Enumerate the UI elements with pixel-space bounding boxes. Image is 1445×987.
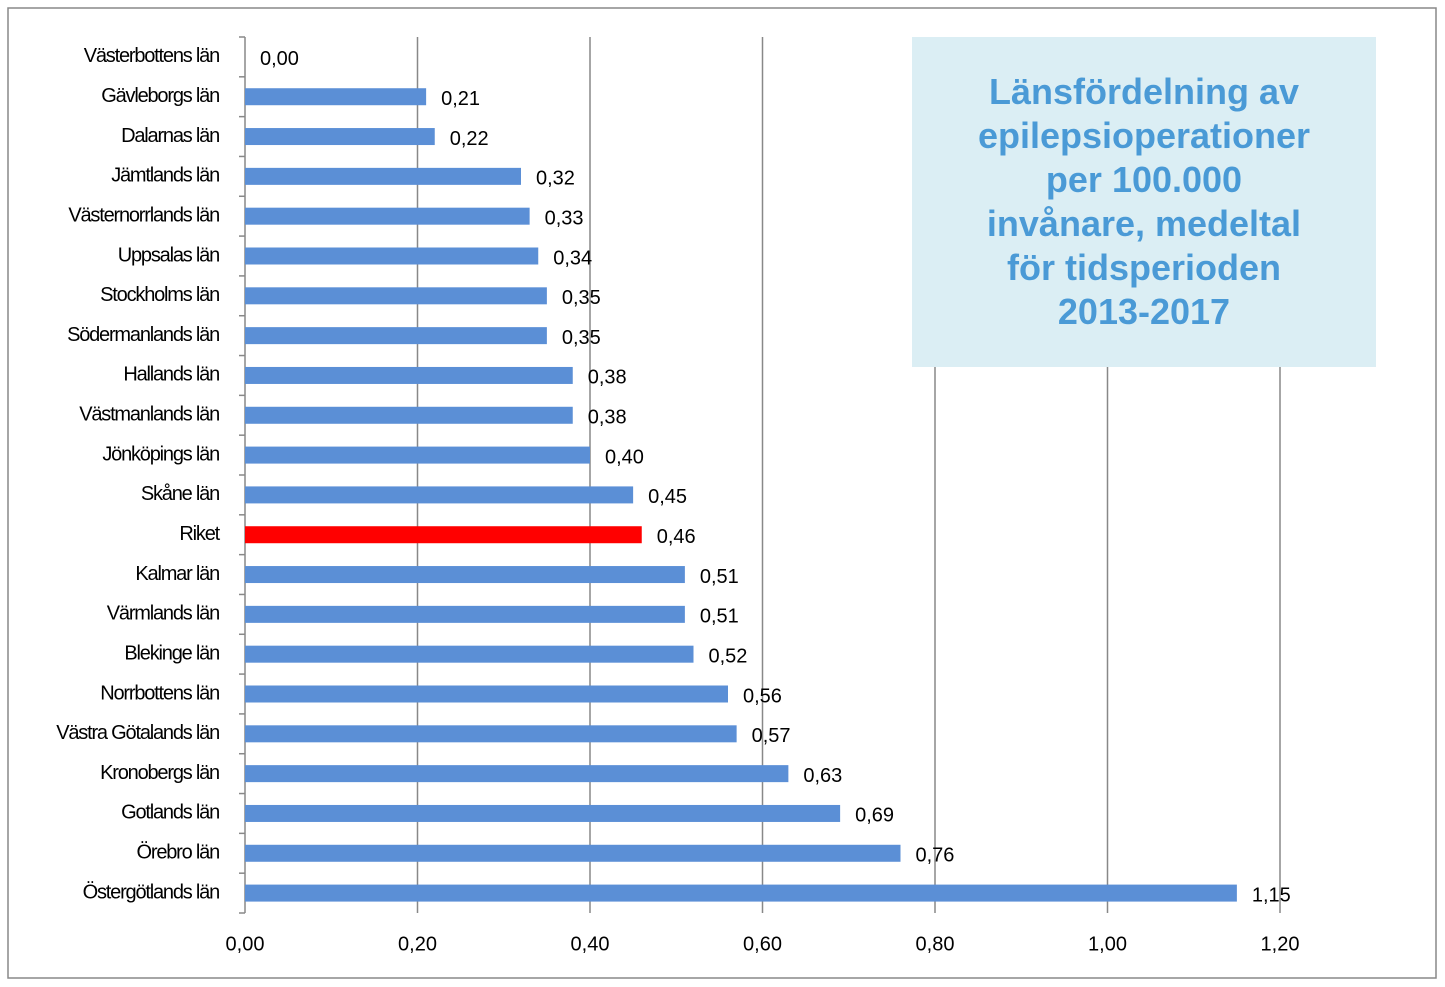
value-label: 0,38 bbox=[588, 367, 627, 389]
value-label: 0,51 bbox=[700, 566, 739, 588]
title-line: Länsfördelning av bbox=[988, 71, 1300, 112]
x-tick-label: 0,20 bbox=[398, 933, 437, 955]
bar bbox=[245, 88, 427, 106]
x-tick-label: 1,00 bbox=[1088, 933, 1127, 955]
bar bbox=[245, 287, 547, 305]
value-label: 0,35 bbox=[562, 287, 601, 309]
chart-title: Länsfördelning av epilepsioperationer per … bbox=[912, 37, 1376, 367]
bar bbox=[245, 247, 539, 265]
y-tick-label: Västernorrlands län bbox=[68, 204, 219, 226]
value-label: 0,00 bbox=[260, 48, 299, 70]
bar bbox=[245, 207, 530, 225]
bar bbox=[245, 765, 789, 783]
value-label: 0,57 bbox=[752, 725, 791, 747]
bar bbox=[245, 486, 634, 504]
bar bbox=[245, 566, 685, 584]
y-tick-label: Blekinge län bbox=[124, 642, 219, 664]
value-label: 0,21 bbox=[441, 88, 480, 110]
y-tick-label: Gotlands län bbox=[121, 802, 219, 824]
bar bbox=[245, 725, 737, 743]
bar bbox=[245, 167, 521, 185]
bar bbox=[245, 406, 573, 424]
y-tick-label: Uppsalas län bbox=[118, 244, 219, 266]
plot: 0,00 0,20 0,40 0,60 0,80 1,00 1,20 Västerbotten… bbox=[56, 36, 1300, 955]
y-tick-label: Norrbottens län bbox=[100, 682, 219, 704]
y-tick-label: Riket bbox=[179, 523, 220, 545]
value-label: 0,34 bbox=[553, 247, 592, 269]
y-tick-label: Kalmar län bbox=[135, 563, 219, 585]
y-tick-label: Södermanlands län bbox=[67, 324, 219, 346]
value-label: 0,52 bbox=[709, 645, 748, 667]
value-label: 0,35 bbox=[562, 327, 601, 349]
bar bbox=[245, 446, 590, 464]
bar bbox=[245, 844, 901, 862]
y-tick-label: Kronobergs län bbox=[100, 762, 219, 784]
y-tick-label: Örebro län bbox=[137, 842, 220, 864]
y-tick-label: Västmanlands län bbox=[79, 404, 219, 426]
value-label: 0,45 bbox=[648, 486, 687, 508]
value-label: 0,40 bbox=[605, 446, 644, 468]
x-tick-label: 0,40 bbox=[571, 933, 610, 955]
value-label: 0,51 bbox=[700, 606, 739, 628]
bar bbox=[245, 526, 642, 544]
value-label: 0,22 bbox=[450, 128, 489, 150]
value-label: 0,69 bbox=[855, 805, 894, 827]
bar bbox=[245, 645, 694, 663]
title-line: invånare, medeltal bbox=[986, 203, 1302, 244]
chart-border bbox=[7, 7, 1437, 979]
y-tick-label: Värmlands län bbox=[107, 603, 219, 625]
value-label: 1,15 bbox=[1252, 884, 1291, 906]
x-tick-label: 0,80 bbox=[916, 933, 955, 955]
bar bbox=[245, 605, 685, 623]
y-tick-label: Jämtlands län bbox=[111, 165, 219, 187]
x-tick-label: 1,20 bbox=[1261, 933, 1300, 955]
title-line: per 100.000 bbox=[1045, 159, 1243, 200]
bar bbox=[245, 327, 547, 345]
y-tick-label: Hallands län bbox=[123, 364, 219, 386]
y-tick-label: Dalarnas län bbox=[121, 125, 219, 147]
value-label: 0,76 bbox=[916, 845, 955, 867]
value-label: 0,32 bbox=[536, 168, 575, 190]
bar bbox=[245, 366, 573, 384]
value-label: 0,63 bbox=[803, 765, 842, 787]
y-tick-label: Gävleborgs län bbox=[101, 85, 219, 107]
title-line: epilepsioperationer bbox=[977, 115, 1311, 156]
value-label: 0,46 bbox=[657, 526, 696, 548]
title-line: för tidsperioden bbox=[1006, 247, 1281, 288]
value-label: 0,33 bbox=[545, 207, 584, 229]
x-tick-label: 0,60 bbox=[743, 933, 782, 955]
y-tick-label: Östergötlands län bbox=[83, 881, 219, 903]
x-tick-label: 0,00 bbox=[226, 933, 265, 955]
value-label: 0,56 bbox=[743, 685, 782, 707]
y-tick-label: Västerbottens län bbox=[84, 45, 219, 67]
y-tick-label: Skåne län bbox=[141, 483, 219, 505]
bar bbox=[245, 128, 435, 146]
bar bbox=[245, 804, 841, 822]
y-tick-label: Västra Götalands län bbox=[56, 722, 219, 744]
y-tick-label: Stockholms län bbox=[100, 284, 219, 306]
bar bbox=[245, 685, 728, 703]
value-label: 0,38 bbox=[588, 407, 627, 429]
y-tick-label: Jönköpings län bbox=[102, 443, 219, 465]
title-line: 2013-2017 bbox=[1057, 291, 1231, 332]
bar bbox=[245, 884, 1237, 902]
